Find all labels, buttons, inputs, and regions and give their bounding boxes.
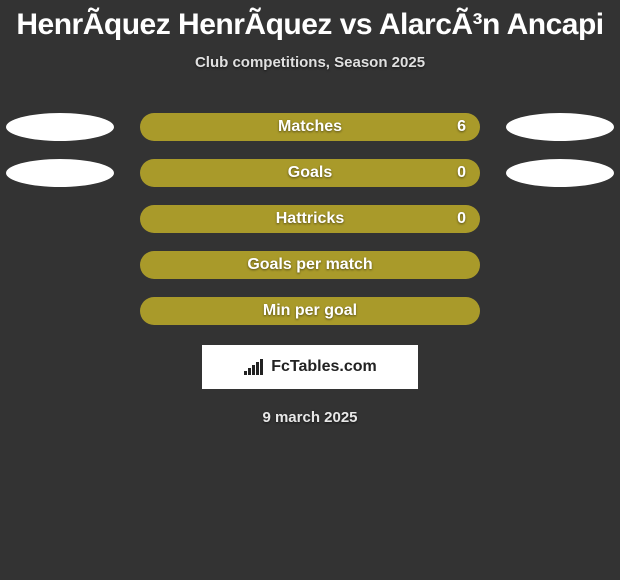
- subtitle: Club competitions, Season 2025: [195, 54, 425, 71]
- stat-value-right: 6: [457, 118, 466, 136]
- stat-value-right: 0: [457, 164, 466, 182]
- stat-row: Hattricks 0: [0, 205, 620, 233]
- stats-list: Matches 6 Goals 0 Hattricks 0 Goals per …: [0, 113, 620, 325]
- left-value-ellipse: [6, 159, 114, 187]
- stat-row: Goals per match: [0, 251, 620, 279]
- footer-date: 9 march 2025: [262, 409, 357, 426]
- stat-row: Goals 0: [0, 159, 620, 187]
- left-value-ellipse: [6, 113, 114, 141]
- source-badge[interactable]: FcTables.com: [202, 345, 418, 389]
- page-title: HenrÃ­quez HenrÃ­quez vs AlarcÃ³n Ancapi: [16, 8, 603, 42]
- right-value-ellipse: [506, 159, 614, 187]
- stat-bar: Matches 6: [140, 113, 480, 141]
- chart-bars-icon: [243, 357, 265, 377]
- right-value-ellipse: [506, 113, 614, 141]
- comparison-card: HenrÃ­quez HenrÃ­quez vs AlarcÃ³n Ancapi…: [0, 0, 620, 426]
- stat-label: Hattricks: [276, 210, 344, 228]
- stat-row: Min per goal: [0, 297, 620, 325]
- stat-bar: Goals per match: [140, 251, 480, 279]
- stat-label: Matches: [278, 118, 342, 136]
- stat-value-right: 0: [457, 210, 466, 228]
- stat-bar: Hattricks 0: [140, 205, 480, 233]
- stat-label: Min per goal: [263, 302, 357, 320]
- stat-label: Goals per match: [247, 256, 372, 274]
- stat-label: Goals: [288, 164, 332, 182]
- stat-row: Matches 6: [0, 113, 620, 141]
- source-badge-text: FcTables.com: [271, 358, 377, 376]
- stat-bar: Min per goal: [140, 297, 480, 325]
- stat-bar: Goals 0: [140, 159, 480, 187]
